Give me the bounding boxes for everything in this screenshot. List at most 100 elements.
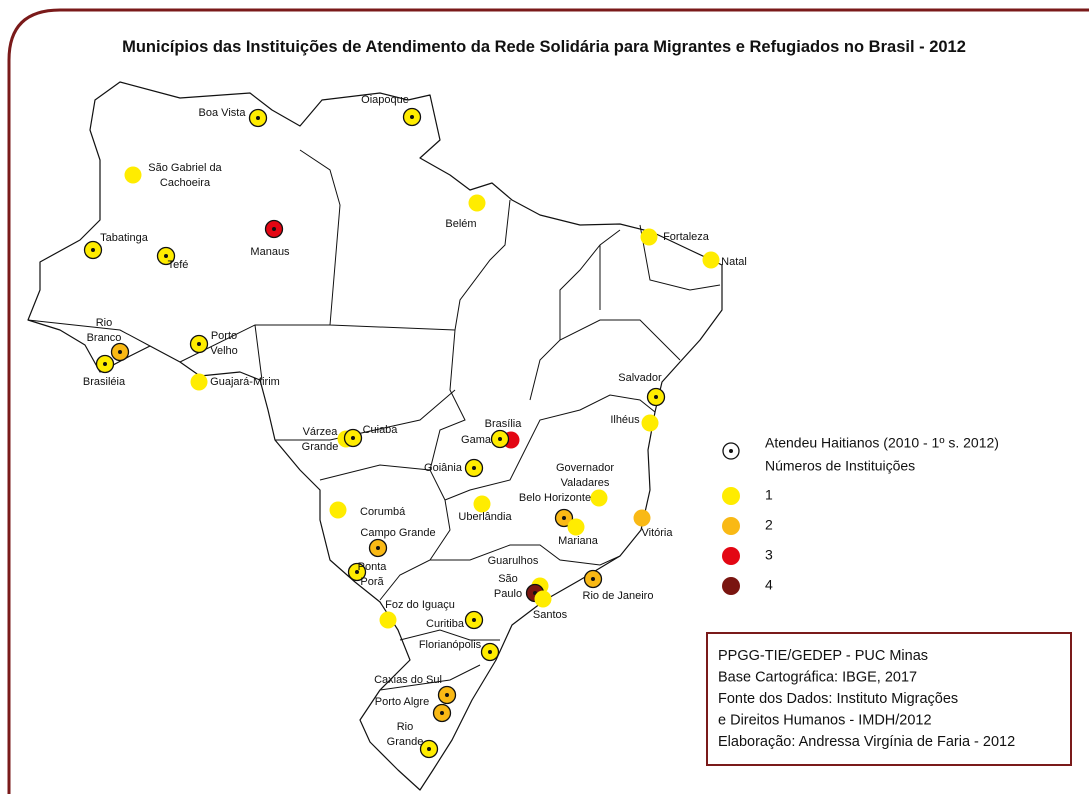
city-label: Porã [360, 576, 384, 588]
city: Curitiba [426, 610, 484, 630]
city-label: Boa Vista [199, 107, 247, 119]
city: Cuiabá [343, 424, 399, 448]
city: São Paulo [494, 573, 545, 603]
city-label: Uberlândia [458, 511, 512, 523]
city-label: Rio [96, 317, 113, 329]
city: Ilhéus [610, 414, 659, 432]
city: Goiânia [424, 458, 484, 478]
haitian-marker [376, 546, 380, 550]
city-label: Natal [721, 256, 747, 268]
city-label: Porto Algre [375, 696, 429, 708]
city: São Gabriel da Cachoeira [124, 162, 223, 189]
credits: PPGG-TIE/GEDEP - PUC Minas Base Cartográf… [718, 648, 1015, 750]
city-label: Caxias do Sul [374, 674, 442, 686]
haitian-marker [118, 350, 122, 354]
legend-swatch [722, 487, 740, 505]
legend-label: 2 [765, 517, 773, 533]
city-label: Rio de Janeiro [583, 590, 654, 602]
credit-line: Fonte dos Dados: Instituto Migrações [718, 691, 958, 707]
city-label: Goiânia [424, 462, 463, 474]
city-label: Branco [87, 332, 122, 344]
city-label: Oiapoque [361, 94, 409, 106]
haitian-marker [498, 437, 502, 441]
city: Belém [445, 194, 486, 230]
city-label: Guarulhos [488, 555, 539, 567]
haitian-marker [472, 466, 476, 470]
city-label: Gama [461, 434, 492, 446]
city: Boa Vista [199, 107, 268, 128]
city: Rio Branco [87, 317, 130, 362]
haitian-marker [197, 342, 201, 346]
city-label: Ponta [358, 561, 388, 573]
credit-line: PPGG-TIE/GEDEP - PUC Minas [718, 648, 928, 664]
city: Santos [533, 590, 568, 621]
city: Foz do Iguaçu [379, 599, 455, 629]
city-label: Velho [210, 345, 238, 357]
haitian-marker [351, 436, 355, 440]
city-label: Grande [387, 736, 424, 748]
city: Tefé [156, 246, 189, 271]
city: Campo Grande [360, 527, 436, 558]
city: Fortaleza [640, 228, 710, 246]
city-label: Governador [556, 462, 614, 474]
credit-line: Elaboração: Andressa Virgínia de Faria -… [718, 734, 1015, 750]
legend-label: 4 [765, 577, 773, 593]
city-dot [473, 495, 491, 513]
city: Tabatinga [83, 232, 149, 260]
city-label: Santos [533, 609, 568, 621]
haitian-marker [591, 577, 595, 581]
city-label: Tabatinga [100, 232, 149, 244]
haitian-marker [164, 254, 168, 258]
city: Vitória [633, 509, 674, 539]
haitian-marker [654, 395, 658, 399]
haitian-marker [256, 116, 260, 120]
haitian-marker [472, 618, 476, 622]
haitian-marker [562, 516, 566, 520]
city: Salvador [618, 372, 666, 407]
city-label: Brasília [485, 418, 523, 430]
city-dot [590, 489, 608, 507]
city-label: Paulo [494, 588, 522, 600]
city-label: Tefé [168, 259, 189, 271]
city: Brasiléia [83, 354, 126, 388]
city: Natal [702, 251, 747, 269]
legend-title: Números de Instituições [765, 458, 915, 474]
city: Corumbá [329, 501, 406, 519]
cities: Boa Vista Oiapoque São Gabriel da Cachoeira… [83, 94, 747, 759]
legend: Atendeu Haitianos (2010 - 1º s. 2012) Núm… [722, 435, 999, 595]
city-label: Vitória [642, 527, 674, 539]
city-label: Ilhéus [610, 414, 640, 426]
city-label: Belo Horizonte [519, 492, 591, 504]
haitian-marker [440, 711, 444, 715]
haitian-marker [533, 591, 537, 595]
city-dot [640, 228, 658, 246]
city-label: Foz do Iguaçu [385, 599, 455, 611]
city-dot [534, 590, 552, 608]
city-label: Várzea [303, 426, 339, 438]
city: Oiapoque [361, 94, 422, 127]
brazil-map [27, 81, 723, 791]
city-label: Curitiba [426, 618, 465, 630]
city-label: Corumbá [360, 506, 406, 518]
city: Rio de Janeiro [583, 569, 654, 602]
city-dot [124, 166, 142, 184]
city-label: Cuiabá [363, 424, 399, 436]
city: Caxias do Sul [374, 674, 457, 705]
city: Ponta Porã [347, 561, 388, 588]
city-label: Cachoeira [160, 177, 211, 189]
frame [7, 8, 1089, 794]
haitian-marker [355, 570, 359, 574]
city: Rio Grande [387, 721, 439, 759]
city-label: São Gabriel da [148, 162, 222, 174]
city-label: Guajará-Mirim [210, 376, 280, 388]
legend-label: 1 [765, 487, 773, 503]
haitian-marker [445, 693, 449, 697]
city: Manaus [250, 219, 290, 258]
city-dot [567, 518, 585, 536]
city: Guajará-Mirim [190, 373, 280, 391]
credit-line: e Direitos Humanos - IMDH/2012 [718, 712, 932, 728]
city-dot [641, 414, 659, 432]
map-title: Municípios das Instituições de Atendimen… [122, 38, 966, 56]
city-label: Valadares [561, 477, 610, 489]
